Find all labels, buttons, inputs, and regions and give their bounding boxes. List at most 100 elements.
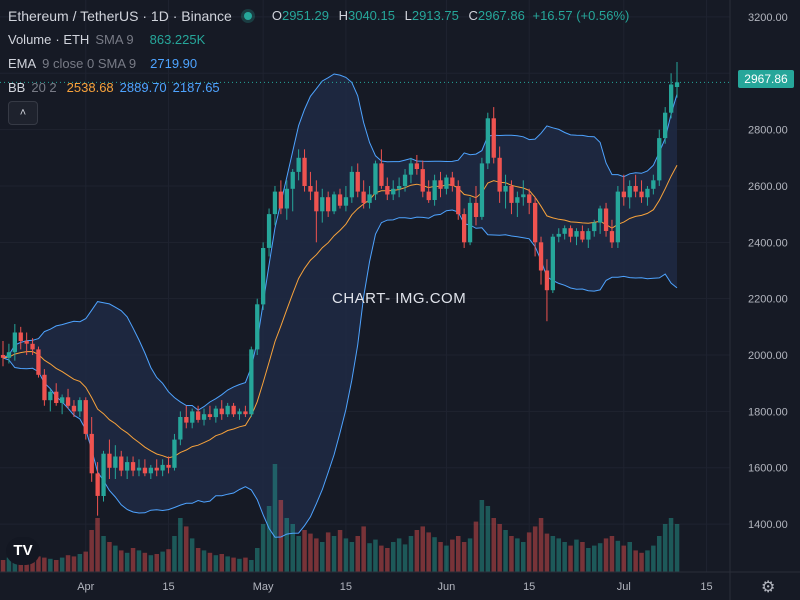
candle-body bbox=[136, 467, 142, 471]
volume-bar bbox=[136, 550, 142, 572]
y-tick-label: 2400.00 bbox=[748, 237, 788, 249]
candle bbox=[219, 400, 224, 420]
watermark: CHART- IMG.COM bbox=[332, 290, 467, 307]
candle-body bbox=[645, 188, 650, 198]
gear-icon[interactable]: ⚙ bbox=[761, 579, 776, 596]
candle bbox=[190, 408, 195, 429]
candle-body bbox=[261, 248, 266, 305]
candle-body bbox=[568, 228, 573, 237]
volume-bar bbox=[65, 555, 71, 572]
volume-bar bbox=[396, 538, 402, 572]
volume-bar bbox=[503, 530, 508, 572]
collapse-legend-button[interactable]: ˄ bbox=[8, 101, 38, 125]
candle-body bbox=[95, 473, 100, 496]
candle-body bbox=[284, 188, 289, 209]
candle bbox=[491, 107, 496, 164]
candle-body bbox=[609, 231, 615, 243]
candle-body bbox=[515, 197, 520, 203]
candle-body bbox=[509, 186, 514, 203]
bb-legend-row[interactable]: BB 20 2 2538.68 2889.70 2187.65 bbox=[8, 76, 629, 100]
candle-body bbox=[544, 270, 550, 291]
candle bbox=[89, 417, 94, 482]
tradingview-logo-icon[interactable]: TV bbox=[6, 537, 40, 565]
candle bbox=[6, 343, 12, 364]
candle bbox=[426, 180, 431, 203]
candle bbox=[172, 433, 177, 471]
x-axis[interactable]: Apr 15 May 15 Jun 15 Jul 15 bbox=[0, 571, 800, 593]
ema-legend-row[interactable]: EMA 9 close 0 SMA 9 2719.90 bbox=[8, 52, 629, 76]
volume-bar bbox=[195, 548, 201, 572]
candle-body bbox=[225, 405, 230, 415]
x-tick-label: 15 bbox=[340, 581, 352, 593]
candle-body bbox=[639, 191, 644, 198]
candle bbox=[556, 228, 561, 243]
volume-bar bbox=[207, 552, 213, 572]
symbol-title[interactable]: Ethereum / TetherUS · 1D · Binance bbox=[8, 8, 232, 24]
volume-bar bbox=[71, 556, 77, 572]
candle bbox=[462, 208, 467, 248]
volume-bar bbox=[657, 536, 662, 572]
volume-bar bbox=[107, 542, 112, 572]
volume-bar bbox=[491, 518, 496, 572]
open-value: 2951.29 bbox=[281, 8, 329, 23]
candle-body bbox=[379, 163, 384, 186]
candle-body bbox=[213, 408, 218, 418]
candle-body bbox=[113, 456, 118, 468]
candle bbox=[284, 180, 289, 220]
candle bbox=[184, 405, 189, 429]
candle bbox=[367, 185, 372, 209]
volume-bar bbox=[272, 464, 278, 572]
volume-bar bbox=[166, 549, 171, 572]
volume-legend-row[interactable]: Volume · ETH SMA 9 863.225K bbox=[8, 28, 629, 52]
candle bbox=[337, 188, 343, 209]
volume-bar bbox=[255, 548, 260, 572]
candle bbox=[609, 219, 615, 248]
candle bbox=[657, 129, 662, 186]
ema-name: EMA bbox=[8, 56, 37, 71]
candle-body bbox=[296, 157, 301, 172]
volume-bar bbox=[385, 548, 390, 572]
y-axis[interactable]: 1400.00 1600.00 1800.00 2000.00 2200.00 2400.… bbox=[729, 0, 788, 600]
volume-bar bbox=[532, 526, 538, 572]
volume-bar bbox=[101, 536, 106, 572]
candle bbox=[160, 459, 165, 477]
volume-bar bbox=[296, 536, 301, 572]
candle bbox=[95, 462, 100, 516]
volume-bar bbox=[231, 557, 236, 572]
x-tick-label: 15 bbox=[523, 581, 535, 593]
volume-bar bbox=[189, 538, 195, 572]
volume-bar bbox=[83, 551, 88, 572]
bb-lower-value: 2187.65 bbox=[172, 80, 220, 95]
low-label: L bbox=[404, 8, 412, 23]
candle bbox=[397, 177, 402, 198]
candle bbox=[308, 171, 313, 201]
volume-bar bbox=[314, 538, 319, 572]
candle-body bbox=[107, 453, 112, 468]
volume-bar bbox=[662, 524, 668, 572]
candle bbox=[361, 180, 366, 209]
volume-bar bbox=[651, 545, 656, 572]
volume-bar bbox=[337, 530, 343, 572]
candle-body bbox=[657, 138, 662, 181]
volume-bar bbox=[467, 538, 473, 572]
volume-bar bbox=[260, 524, 266, 572]
candle-body bbox=[71, 405, 77, 412]
x-tick-label: 15 bbox=[700, 581, 712, 593]
candle-body bbox=[527, 194, 532, 203]
candle-body bbox=[361, 191, 366, 203]
candle-body bbox=[485, 118, 490, 164]
candle-body bbox=[337, 194, 343, 206]
candle-body bbox=[201, 414, 207, 420]
candle-body bbox=[343, 197, 349, 206]
candle-body bbox=[467, 202, 473, 243]
candle bbox=[456, 180, 461, 220]
y-tick-label: 1400.00 bbox=[748, 519, 788, 531]
candle bbox=[349, 166, 354, 203]
candle bbox=[420, 160, 425, 198]
volume-bar bbox=[331, 536, 337, 572]
candle-body bbox=[101, 453, 106, 496]
candle-body bbox=[674, 82, 680, 87]
candle-body bbox=[562, 228, 567, 234]
volume-bar bbox=[391, 542, 396, 572]
